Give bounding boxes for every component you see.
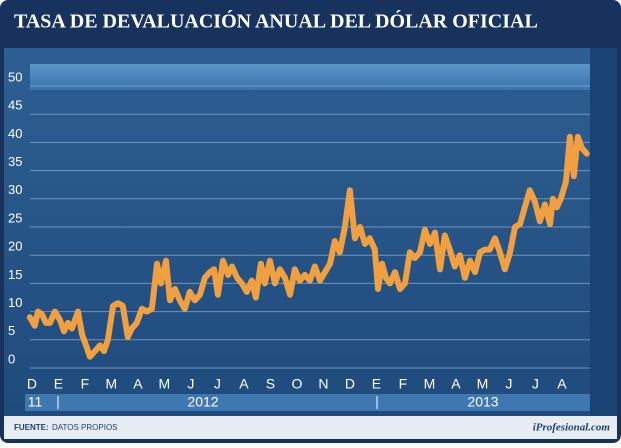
x-tick-label: S xyxy=(266,376,275,392)
footer xyxy=(4,416,617,439)
y-tick-label: 20 xyxy=(8,239,22,254)
y-tick-label: 5 xyxy=(8,323,15,338)
x-tick-label: O xyxy=(291,376,302,392)
x-tick-label: F xyxy=(81,376,90,392)
side-strip xyxy=(590,48,617,416)
y-tick-label: 25 xyxy=(8,210,22,225)
y-tick-label: 15 xyxy=(8,267,22,282)
x-tick-label: E xyxy=(372,376,381,392)
x-tick-label: N xyxy=(318,376,328,392)
y-tick-label: 0 xyxy=(8,351,15,366)
year-label: 2012 xyxy=(187,394,218,410)
x-tick-label: D xyxy=(27,376,37,392)
y-tick-label: 10 xyxy=(8,295,22,310)
source-text: DATOS PROPIOS xyxy=(52,423,118,432)
plot-background xyxy=(4,48,617,416)
x-tick-label: J xyxy=(505,376,512,392)
x-tick-label: A xyxy=(133,376,143,392)
y-tick-label: 45 xyxy=(8,98,22,113)
x-tick-label: J xyxy=(187,376,194,392)
year-label: 11 xyxy=(28,394,43,410)
y-tick-label: 40 xyxy=(8,126,22,141)
source-label: FUENTE: xyxy=(14,423,49,432)
x-tick-label: A xyxy=(239,376,249,392)
x-tick-label: F xyxy=(399,376,408,392)
x-tick-label: E xyxy=(54,376,63,392)
x-tick-label: J xyxy=(214,376,221,392)
y-tick-label: 50 xyxy=(8,69,22,84)
year-strip xyxy=(25,394,590,411)
x-tick-label: D xyxy=(345,376,355,392)
x-tick-label: M xyxy=(159,376,171,392)
y-tick-label: 30 xyxy=(8,182,22,197)
x-tick-label: A xyxy=(451,376,461,392)
x-tick-label: J xyxy=(532,376,539,392)
x-tick-label: M xyxy=(477,376,489,392)
line-series xyxy=(26,133,590,360)
y-tick-label: 35 xyxy=(8,154,22,169)
x-tick-label: M xyxy=(106,376,118,392)
brand: iProfesional.com xyxy=(533,422,611,434)
x-tick-label: A xyxy=(557,376,567,392)
x-tick-label: M xyxy=(424,376,436,392)
chart-title: TASA DE DEVALUACIÓN ANUAL DEL DÓLAR OFIC… xyxy=(14,9,538,33)
year-label: 2013 xyxy=(467,394,498,410)
